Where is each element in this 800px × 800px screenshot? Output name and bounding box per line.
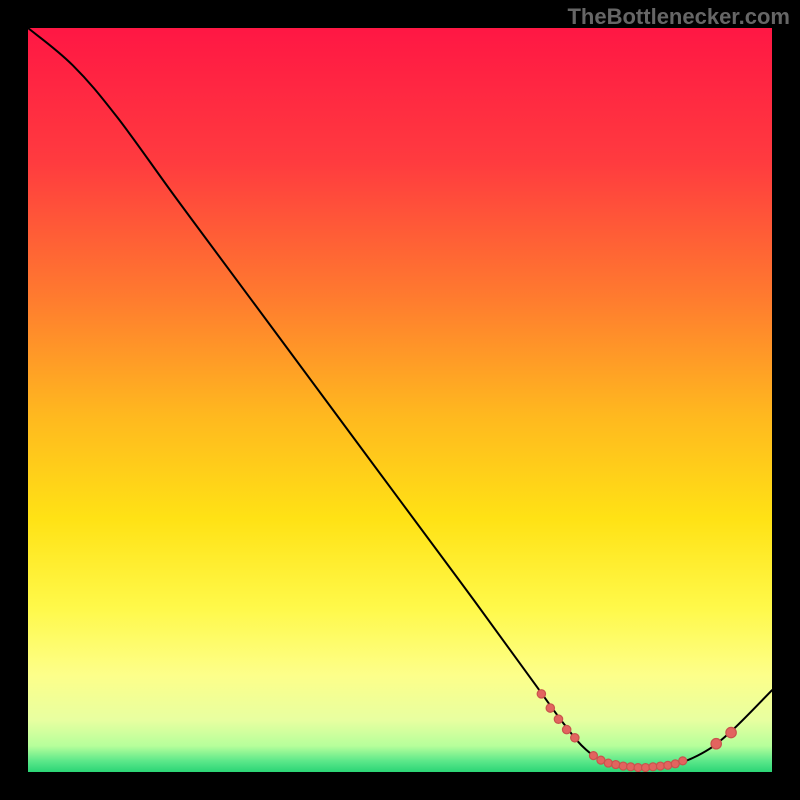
plot-area bbox=[28, 28, 772, 772]
data-marker bbox=[546, 704, 554, 712]
watermark-text: TheBottlenecker.com bbox=[567, 4, 790, 30]
data-marker bbox=[634, 764, 642, 772]
data-marker bbox=[671, 760, 679, 768]
data-marker bbox=[627, 763, 635, 771]
data-marker bbox=[711, 739, 721, 749]
data-marker bbox=[537, 690, 545, 698]
data-marker bbox=[656, 762, 664, 770]
data-marker bbox=[562, 725, 570, 733]
chart-container: TheBottlenecker.com bbox=[0, 0, 800, 800]
data-marker bbox=[604, 759, 612, 767]
data-marker bbox=[649, 763, 657, 771]
data-marker bbox=[571, 734, 579, 742]
data-marker bbox=[642, 764, 650, 772]
data-marker bbox=[726, 727, 736, 737]
data-marker bbox=[679, 757, 687, 765]
data-marker bbox=[597, 756, 605, 764]
gradient-background bbox=[28, 28, 772, 772]
data-marker bbox=[619, 762, 627, 770]
data-marker bbox=[589, 752, 597, 760]
chart-svg bbox=[28, 28, 772, 772]
data-marker bbox=[554, 715, 562, 723]
data-marker bbox=[664, 761, 672, 769]
data-marker bbox=[612, 761, 620, 769]
